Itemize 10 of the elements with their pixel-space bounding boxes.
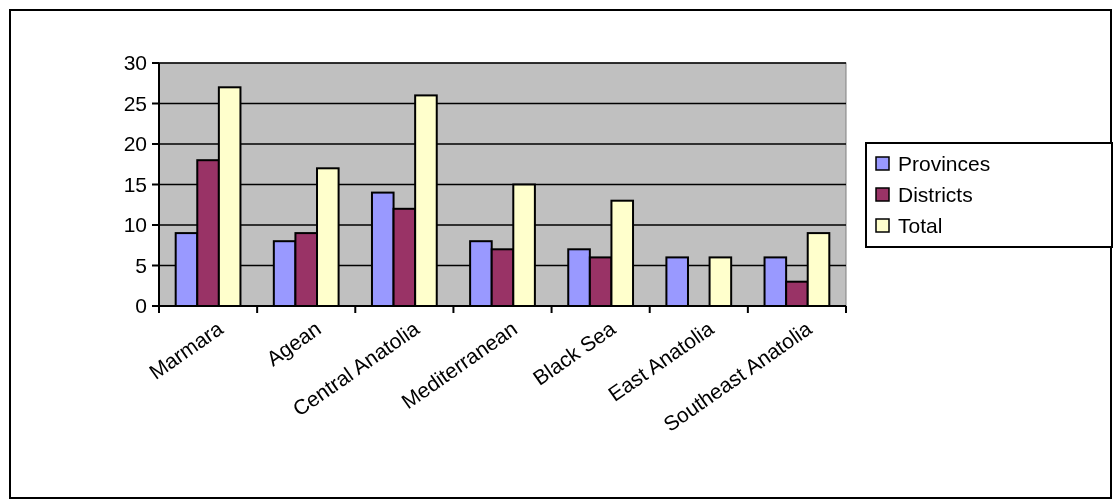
- y-tick-label: 15: [123, 172, 147, 196]
- legend-label: Provinces: [898, 152, 991, 176]
- y-tick-label: 20: [123, 132, 147, 156]
- y-tick-label: 10: [123, 213, 147, 237]
- legend-label: Districts: [898, 183, 973, 207]
- y-tick-label: 25: [123, 91, 147, 115]
- y-tick-label: 5: [135, 253, 147, 277]
- y-tick-label: 0: [135, 294, 147, 318]
- legend-label: Total: [898, 214, 943, 238]
- y-tick-label: 30: [123, 51, 147, 75]
